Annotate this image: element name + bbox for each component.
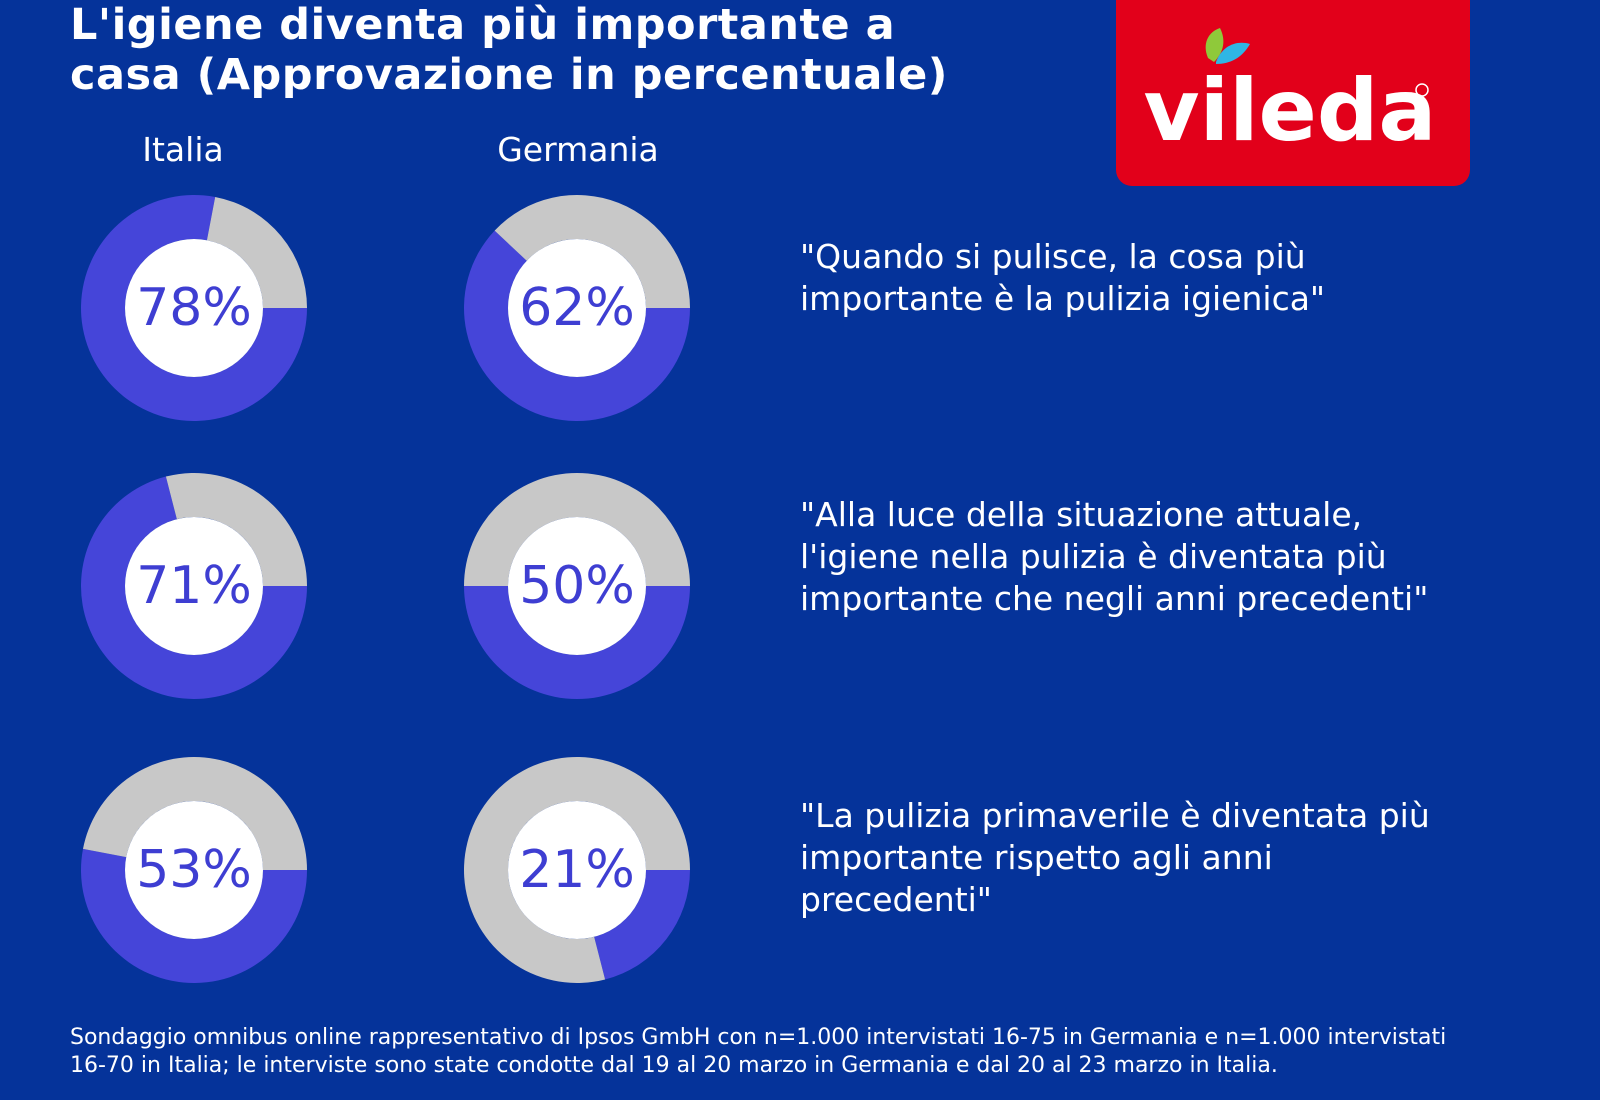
title-line-1: L'igiene diventa più importante a [70,0,896,50]
donut-svg [464,473,690,699]
donut-agree-segment-germania-row-2 [464,586,690,699]
donut-center [508,517,646,655]
donut-remaining-segment-germania-row-3 [464,757,690,983]
donut-germania-row-3: 21% [464,757,690,983]
page-title: L'igiene diventa più importante a casa (… [70,0,1070,100]
donut-remaining-segment-germania-row-1 [494,195,690,308]
donut-svg [81,473,307,699]
statement-2: "Alla luce della situazione attuale, l'i… [800,495,1429,618]
donut-value-label-germania-row-3: 21% [519,840,635,900]
donut-agree-segment-italia-row-3 [81,848,307,983]
donut-agree-segment-italia-row-2 [81,476,307,699]
donut-remaining-segment-italia-row-1 [206,197,307,308]
donut-germania-row-2: 50% [464,473,690,699]
statement-1: "Quando si pulisce, la cosa più importan… [800,237,1326,318]
logo-wordmark: vileda [1144,61,1437,161]
donut-agree-segment-germania-row-3 [594,870,690,980]
donut-italia-row-3: 53% [81,757,307,983]
registered-mark-icon [1415,83,1429,97]
donut-center [508,801,646,939]
donut-value-label-italia-row-2: 71% [136,556,252,616]
donut-germania-row-1: 62% [464,195,690,421]
donut-center [125,517,263,655]
donut-center [125,239,263,377]
donut-agree-segment-italia-row-1 [81,195,307,421]
donut-svg [81,757,307,983]
donut-svg [81,195,307,421]
donut-agree-segment-germania-row-1 [464,230,690,421]
column-label-italia: Italia [142,130,224,169]
donut-center [125,801,263,939]
donut-italia-row-2: 71% [81,473,307,699]
donut-italia-row-1: 78% [81,195,307,421]
vileda-logo: vileda [1116,0,1470,186]
logo-leaf-left-icon [1205,28,1224,62]
footnote: Sondaggio omnibus online rappresentativo… [70,1025,1447,1078]
donut-svg [464,757,690,983]
column-label-germania: Germania [497,130,659,169]
title-line-2: casa (Approvazione in percentuale) [70,50,948,100]
logo-leaf-right-icon [1216,42,1250,64]
donut-remaining-segment-italia-row-3 [83,757,307,870]
statement-3: "La pulizia primaverile è diventata più … [800,796,1430,919]
donut-svg [464,195,690,421]
donut-remaining-segment-germania-row-2 [464,473,690,586]
donut-value-label-italia-row-3: 53% [136,840,252,900]
donut-center [508,239,646,377]
donut-remaining-segment-italia-row-2 [165,473,307,586]
donut-value-label-germania-row-1: 62% [519,278,635,338]
donut-value-label-italia-row-1: 78% [136,278,252,338]
donut-value-label-germania-row-2: 50% [519,556,635,616]
